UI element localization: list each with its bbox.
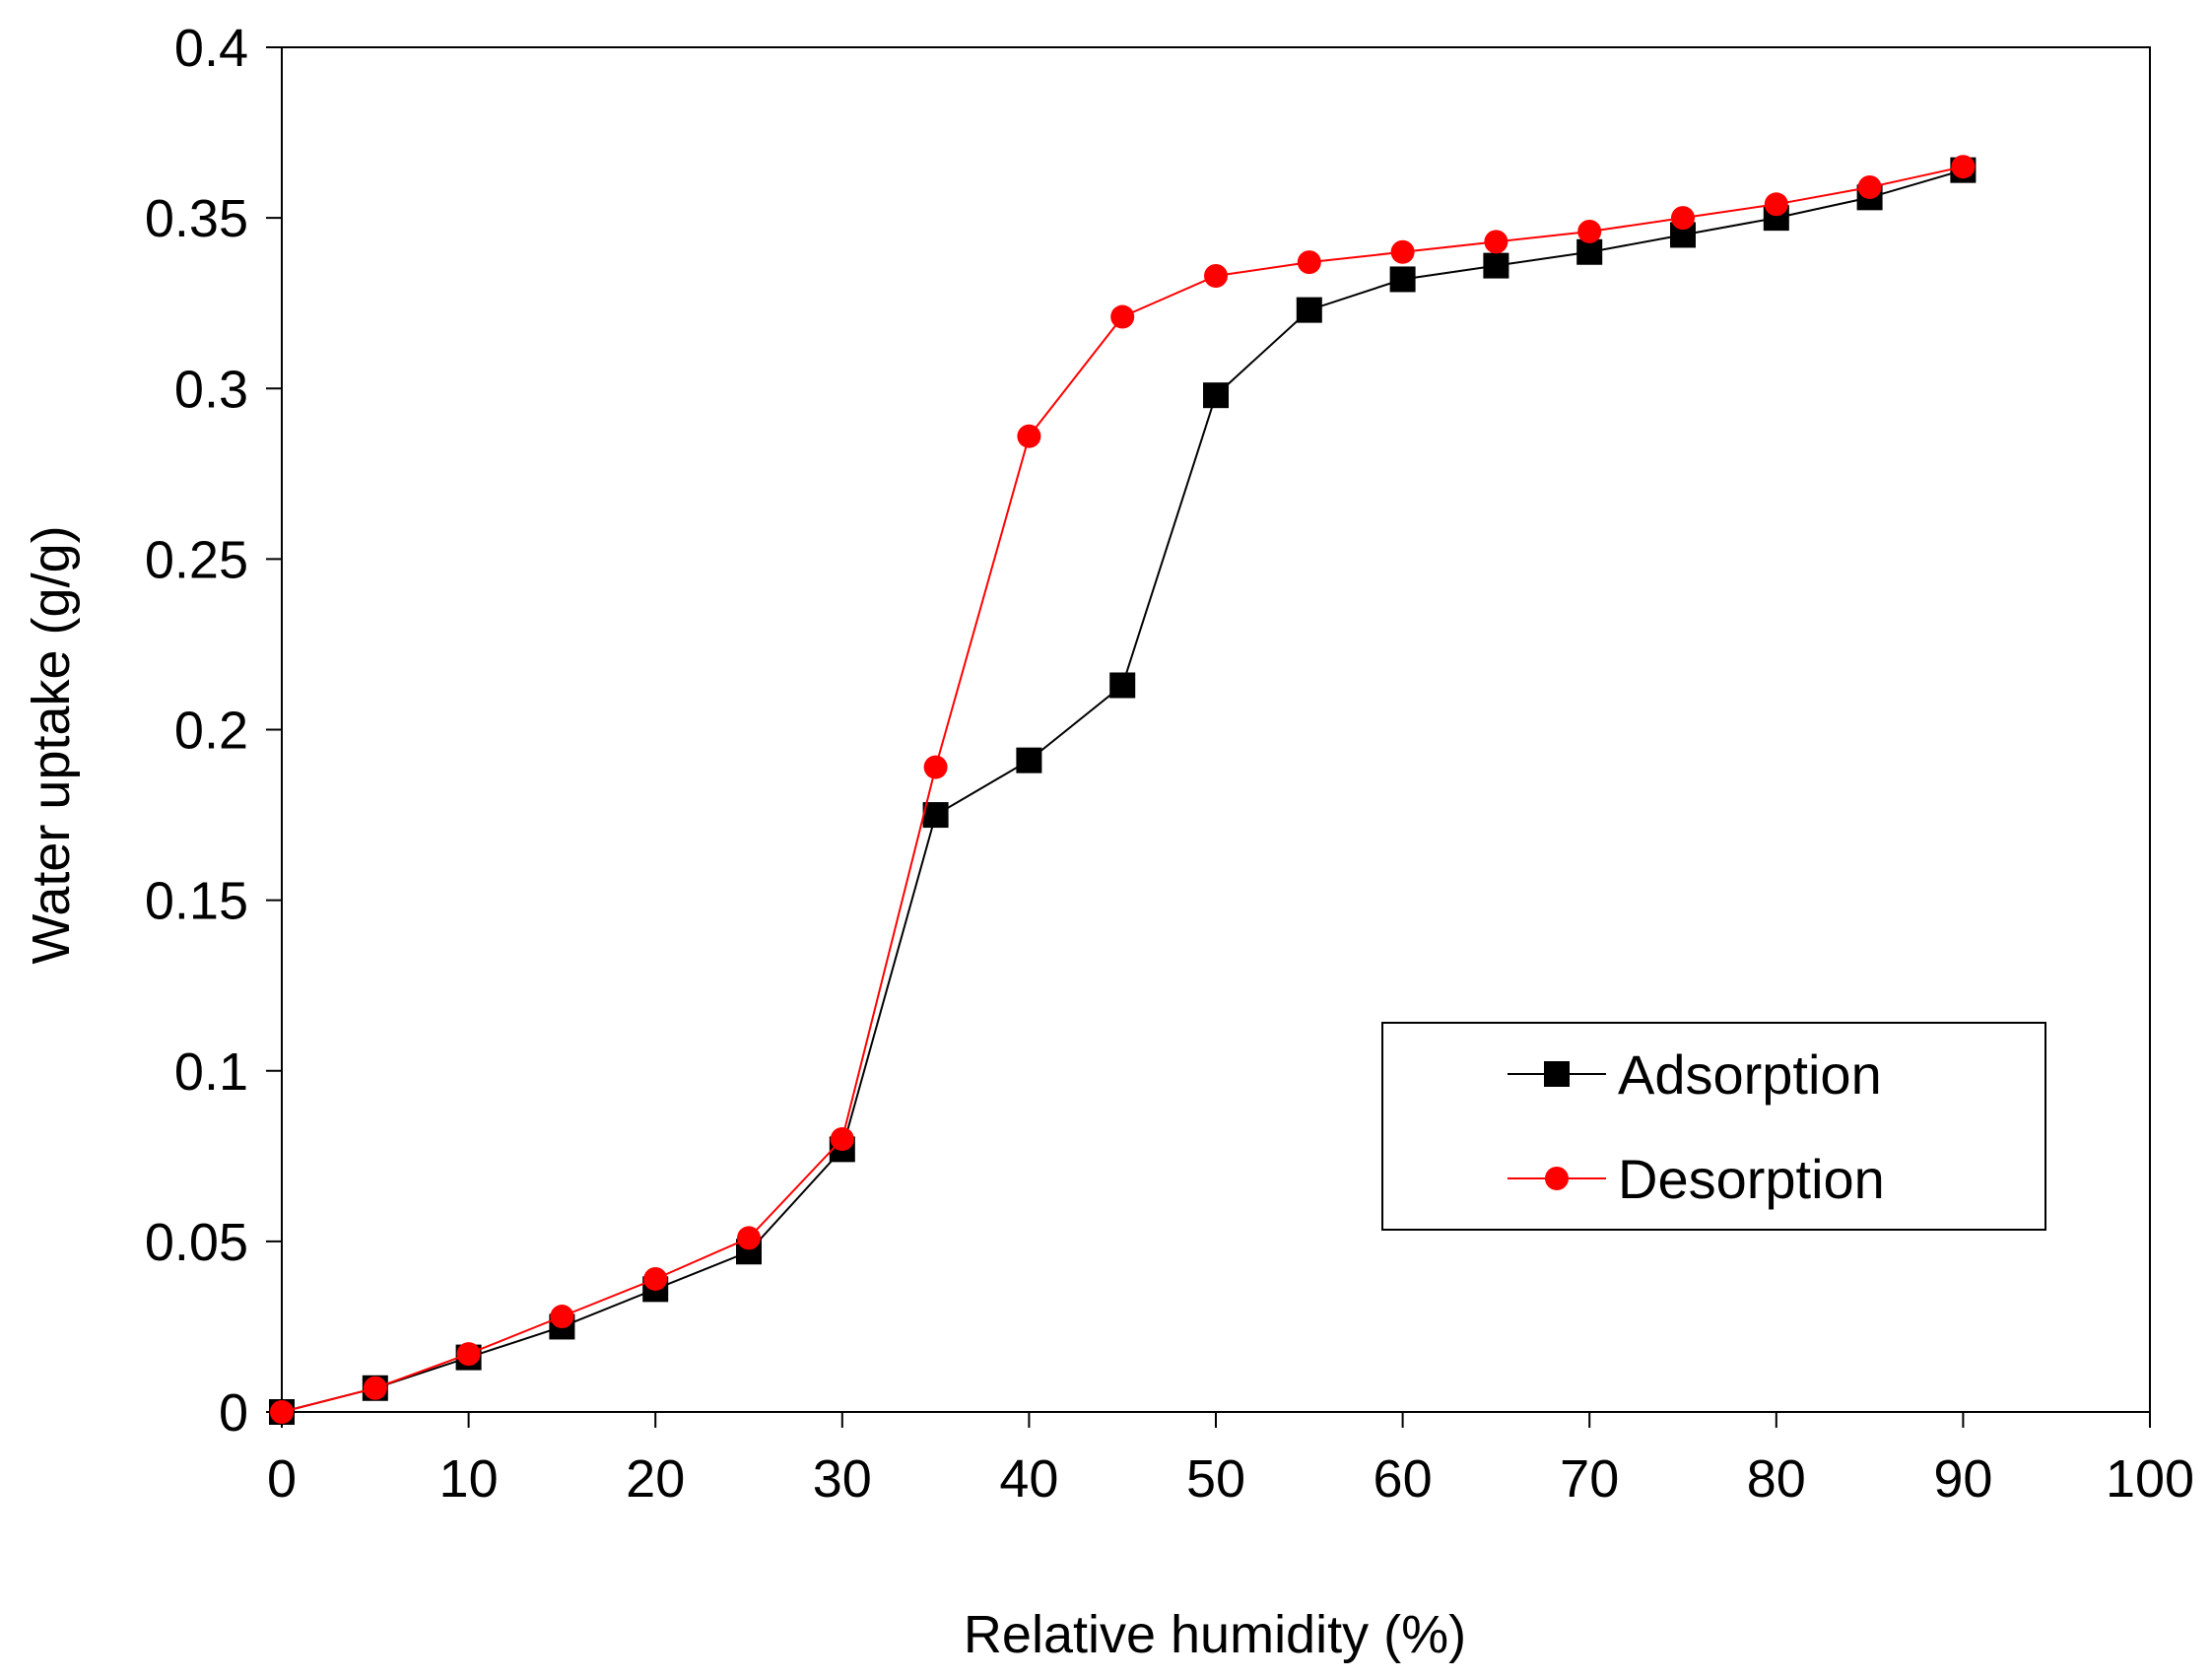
desorption-point [1017,424,1041,448]
legend-box [1381,1022,2046,1231]
x-tick-label: 60 [1374,1449,1433,1509]
desorption-point [1857,174,1882,199]
y-tick-label: 0.2 [174,702,248,761]
desorption-point [1110,304,1135,329]
adsorption-series [269,157,1977,1425]
y-tick-label: 0 [219,1383,248,1443]
desorption-point [737,1226,761,1250]
legend: Adsorption Desorption [1381,1022,2046,1231]
y-tick-label: 0.05 [145,1213,248,1272]
y-tick-label: 0.25 [145,530,248,589]
desorption-point [550,1305,574,1329]
axis-tick-labels: 0 10 20 30 40 50 60 70 80 90 100 0 0.05 0.1 0.15 0.2 0.2… [145,19,2194,1509]
desorption-point [1764,192,1788,217]
x-tick-label: 20 [626,1449,685,1509]
y-tick-label: 0.15 [145,872,248,931]
y-axis-title: Water uptake (g/g) [22,525,81,964]
legend-marker-adsorption [1544,1061,1570,1087]
desorption-point [270,1400,294,1424]
adsorption-point [922,802,949,829]
desorption-series [270,155,1976,1424]
adsorption-point [1016,747,1042,773]
data-series [269,155,1977,1425]
desorption-point [1390,239,1415,264]
desorption-point [1297,250,1321,275]
legend-marker-desorption [1545,1167,1569,1190]
desorption-point [1484,230,1508,254]
legend-label-desorption: Desorption [1618,1148,1885,1210]
desorption-point [830,1127,854,1151]
x-tick-label: 0 [267,1449,297,1509]
desorption-point [363,1376,387,1400]
x-tick-label: 80 [1747,1449,1806,1509]
x-tick-label: 50 [1186,1449,1245,1509]
x-tick-label: 30 [813,1449,872,1509]
legend-label-adsorption: Adsorption [1618,1043,1882,1106]
x-tick-label: 90 [1933,1449,1992,1509]
desorption-point [1671,206,1695,231]
adsorption-point [1483,252,1509,279]
y-tick-label: 0.3 [174,360,248,419]
adsorption-point [1389,266,1416,293]
x-tick-label: 10 [439,1449,499,1509]
desorption-point [1577,219,1602,243]
desorption-point [1951,155,1976,179]
adsorption-point [1109,672,1136,699]
adsorption-point [1296,297,1322,323]
y-tick-label: 0.4 [174,19,248,78]
y-tick-label: 0.1 [174,1042,248,1102]
x-tick-label: 40 [999,1449,1058,1509]
desorption-point [456,1342,481,1367]
x-axis-title: Relative humidity (%) [964,1605,1466,1664]
adsorption-point [1203,382,1229,409]
y-tick-label: 0.35 [145,189,248,248]
desorption-point [1204,263,1228,288]
desorption-point [643,1266,668,1291]
x-tick-label: 70 [1560,1449,1619,1509]
adsorption-point [1576,238,1603,265]
x-tick-label: 100 [2106,1449,2194,1509]
desorption-point [923,755,948,779]
